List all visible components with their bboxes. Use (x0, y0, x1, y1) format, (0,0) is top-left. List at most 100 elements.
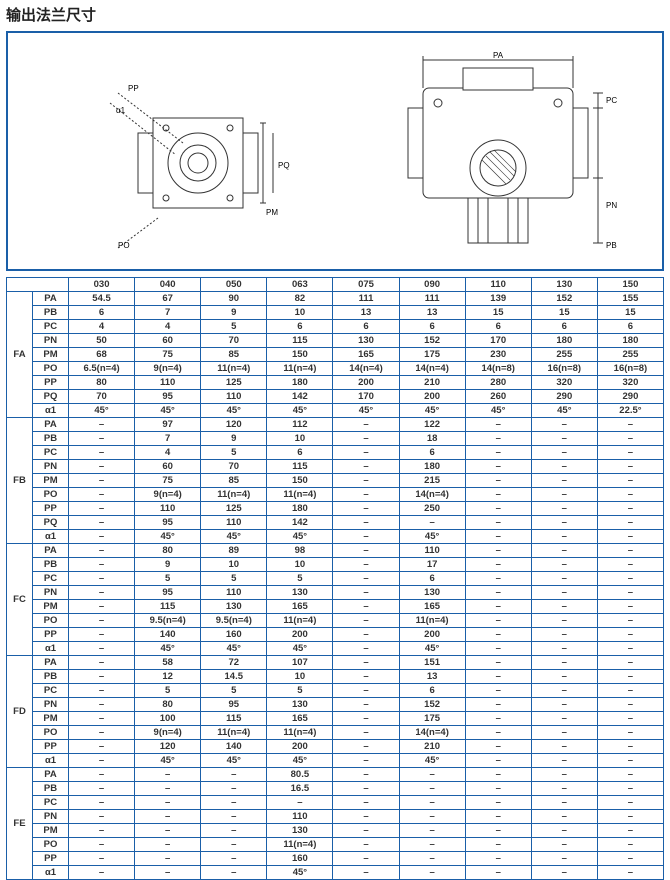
table-row: PC––––––––– (7, 796, 664, 810)
value-cell: – (465, 796, 531, 810)
param-label: PC (33, 684, 69, 698)
value-cell: – (597, 474, 663, 488)
table-row: α1–45°45°45°–45°––– (7, 642, 664, 656)
value-cell: – (597, 852, 663, 866)
value-cell: 170 (465, 334, 531, 348)
value-cell: 7 (135, 432, 201, 446)
value-cell: 6 (465, 320, 531, 334)
table-row: PC–456–6––– (7, 446, 664, 460)
value-cell: 150 (267, 474, 333, 488)
value-cell: – (465, 558, 531, 572)
value-cell: 16(n=8) (597, 362, 663, 376)
value-cell: – (69, 642, 135, 656)
value-cell: 58 (135, 656, 201, 670)
param-label: PA (33, 544, 69, 558)
value-cell: 139 (465, 292, 531, 306)
value-cell: – (531, 852, 597, 866)
value-cell: – (333, 768, 399, 782)
value-cell: 152 (531, 292, 597, 306)
value-cell: – (201, 810, 267, 824)
param-label: PM (33, 824, 69, 838)
param-label: PC (33, 796, 69, 810)
value-cell: 80.5 (267, 768, 333, 782)
value-cell: 110 (135, 502, 201, 516)
value-cell: 4 (135, 320, 201, 334)
value-cell: – (201, 782, 267, 796)
table-row: PC445666666 (7, 320, 664, 334)
value-cell: 16(n=8) (531, 362, 597, 376)
value-cell: 200 (267, 740, 333, 754)
table-row: FAPA54.5679082111111139152155 (7, 292, 664, 306)
value-cell: 45° (333, 404, 399, 418)
value-cell: – (597, 670, 663, 684)
value-cell: 165 (267, 712, 333, 726)
param-label: PO (33, 838, 69, 852)
table-row: PB679101313151515 (7, 306, 664, 320)
table-row: PM687585150165175230255255 (7, 348, 664, 362)
value-cell: – (333, 418, 399, 432)
value-cell: 11(n=4) (267, 838, 333, 852)
dimensions-table: 030040050063075090110130150 FAPA54.56790… (6, 277, 664, 880)
value-cell: – (531, 712, 597, 726)
table-row: PP–––160––––– (7, 852, 664, 866)
value-cell: – (69, 502, 135, 516)
value-cell: – (465, 768, 531, 782)
value-cell: – (597, 684, 663, 698)
value-cell: 45° (135, 642, 201, 656)
value-cell: 80 (69, 376, 135, 390)
table-row: PM–115130165–165––– (7, 600, 664, 614)
value-cell: – (69, 446, 135, 460)
value-cell: 9 (201, 432, 267, 446)
value-cell: 90 (201, 292, 267, 306)
value-cell: – (531, 810, 597, 824)
value-cell: – (135, 796, 201, 810)
param-label: PP (33, 852, 69, 866)
value-cell: 160 (201, 628, 267, 642)
value-cell: 16.5 (267, 782, 333, 796)
value-cell: 6 (399, 320, 465, 334)
col-header: 075 (333, 278, 399, 292)
value-cell: 11(n=4) (399, 614, 465, 628)
value-cell: – (465, 600, 531, 614)
value-cell: – (201, 852, 267, 866)
value-cell: – (201, 768, 267, 782)
value-cell: 70 (201, 334, 267, 348)
value-cell: 10 (267, 432, 333, 446)
value-cell: 17 (399, 558, 465, 572)
value-cell: 5 (135, 684, 201, 698)
value-cell: 75 (135, 348, 201, 362)
value-cell: 89 (201, 544, 267, 558)
value-cell: 210 (399, 376, 465, 390)
col-header: 063 (267, 278, 333, 292)
value-cell: – (531, 558, 597, 572)
value-cell: 180 (399, 460, 465, 474)
diagram-right: PA PC PN PB (368, 48, 648, 268)
value-cell: 11(n=4) (267, 488, 333, 502)
value-cell: 45° (267, 866, 333, 880)
value-cell: – (69, 852, 135, 866)
param-label: PO (33, 614, 69, 628)
value-cell: 115 (201, 712, 267, 726)
value-cell: – (531, 866, 597, 880)
value-cell: 4 (69, 320, 135, 334)
table-row: α1–––45°––––– (7, 866, 664, 880)
value-cell: – (69, 712, 135, 726)
param-label: PN (33, 586, 69, 600)
table-row: α1–45°45°45°–45°––– (7, 754, 664, 768)
value-cell: 320 (531, 376, 597, 390)
value-cell: 13 (333, 306, 399, 320)
value-cell: 70 (201, 460, 267, 474)
value-cell: 142 (267, 516, 333, 530)
value-cell: – (597, 628, 663, 642)
value-cell: 115 (135, 600, 201, 614)
value-cell: 150 (267, 348, 333, 362)
value-cell: – (531, 572, 597, 586)
param-label: PO (33, 488, 69, 502)
value-cell: – (69, 418, 135, 432)
param-label: PM (33, 600, 69, 614)
group-label: FB (7, 418, 33, 544)
table-row: PO–––11(n=4)––––– (7, 838, 664, 852)
param-label: α1 (33, 530, 69, 544)
page-title: 输出法兰尺寸 (0, 0, 670, 29)
value-cell: – (465, 852, 531, 866)
